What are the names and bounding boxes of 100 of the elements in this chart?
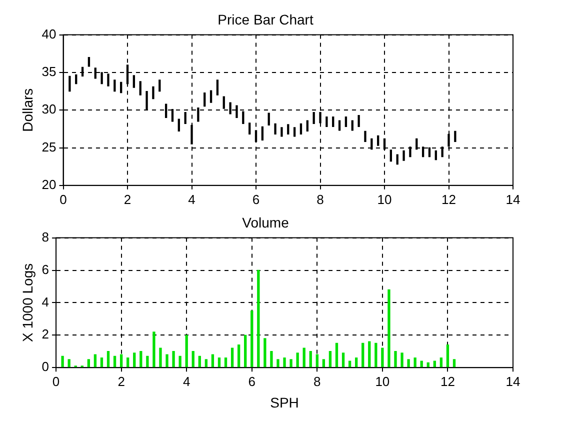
bar bbox=[270, 351, 273, 368]
bar bbox=[364, 130, 366, 142]
x-tick-label: 14 bbox=[506, 192, 520, 207]
y-tick-label: 35 bbox=[42, 64, 56, 80]
x-tick-label: 2 bbox=[124, 192, 132, 207]
bar bbox=[264, 338, 266, 368]
bar bbox=[283, 358, 286, 368]
bar bbox=[68, 359, 70, 368]
bar bbox=[132, 75, 136, 88]
bar bbox=[244, 334, 247, 368]
x-tick-label: 14 bbox=[506, 374, 520, 389]
x-tick-label: 6 bbox=[248, 374, 256, 389]
bar bbox=[342, 352, 345, 368]
x-tick-label: 10 bbox=[375, 374, 390, 389]
bar bbox=[293, 127, 296, 137]
bar bbox=[309, 351, 312, 368]
bar bbox=[381, 348, 384, 368]
bar bbox=[237, 344, 240, 368]
y-axis-title: Dollars bbox=[19, 88, 36, 132]
bar bbox=[218, 358, 221, 368]
bar bbox=[326, 116, 328, 127]
x-tick-label: 12 bbox=[442, 192, 456, 207]
bar bbox=[152, 332, 156, 368]
y-axis-title: X 1000 Logs bbox=[19, 263, 36, 342]
bar bbox=[300, 123, 302, 135]
y-tick-label: 25 bbox=[42, 139, 56, 154]
bar bbox=[68, 76, 71, 92]
bar bbox=[146, 356, 149, 368]
bar bbox=[204, 92, 206, 107]
bar bbox=[192, 351, 194, 368]
bar bbox=[407, 359, 410, 368]
bar bbox=[126, 358, 130, 368]
bar bbox=[61, 356, 64, 368]
bar bbox=[290, 359, 292, 368]
bar bbox=[358, 115, 360, 127]
bar bbox=[354, 358, 358, 368]
x-tick-label: 6 bbox=[252, 192, 260, 207]
x-tick-label: 4 bbox=[182, 374, 190, 389]
x-tick-label: 4 bbox=[188, 192, 196, 207]
bar bbox=[87, 359, 90, 368]
bar bbox=[287, 124, 290, 135]
bar bbox=[230, 348, 234, 368]
bar bbox=[133, 352, 136, 368]
y-tick-label: 30 bbox=[42, 102, 56, 117]
bar bbox=[394, 351, 397, 368]
y-tick-label: 8 bbox=[42, 229, 50, 244]
bar bbox=[88, 57, 90, 67]
y-tick-label: 2 bbox=[42, 326, 50, 342]
bar bbox=[388, 289, 390, 368]
bar bbox=[402, 150, 405, 161]
bar bbox=[332, 116, 334, 127]
bar bbox=[248, 122, 251, 135]
bar bbox=[344, 116, 348, 127]
bar bbox=[306, 120, 308, 132]
x-tick-label: 12 bbox=[440, 374, 455, 389]
x-tick-label: 8 bbox=[314, 374, 321, 389]
y-tick-label: 6 bbox=[42, 262, 50, 277]
y-tick-label: 0 bbox=[42, 359, 50, 374]
bar bbox=[172, 351, 175, 368]
bar bbox=[178, 118, 180, 132]
bar bbox=[452, 359, 456, 368]
bar bbox=[114, 80, 116, 92]
bar bbox=[440, 358, 443, 368]
bar bbox=[158, 80, 161, 92]
bar bbox=[446, 344, 450, 368]
bar bbox=[276, 359, 280, 368]
y-tick-label: 20 bbox=[42, 176, 56, 192]
bar bbox=[204, 359, 208, 368]
bar bbox=[390, 150, 392, 162]
bar bbox=[224, 358, 228, 368]
bar bbox=[328, 351, 332, 368]
bar bbox=[302, 348, 306, 368]
bar bbox=[152, 86, 154, 100]
bar bbox=[322, 359, 326, 368]
bar bbox=[338, 120, 341, 131]
bar bbox=[120, 82, 122, 94]
bar bbox=[166, 354, 168, 368]
bar bbox=[280, 127, 283, 137]
bar bbox=[434, 150, 437, 160]
x-tick-label: 8 bbox=[316, 192, 324, 207]
bar bbox=[454, 130, 456, 142]
bar bbox=[368, 341, 371, 368]
x-tick-label: 10 bbox=[377, 192, 392, 207]
bar bbox=[106, 351, 110, 368]
x-tick-label: 2 bbox=[118, 374, 125, 389]
bar bbox=[210, 90, 212, 103]
bar bbox=[351, 120, 354, 131]
bar bbox=[268, 112, 270, 126]
bar bbox=[139, 81, 142, 96]
bar bbox=[185, 334, 188, 368]
x-tick-label: 0 bbox=[60, 192, 67, 207]
bar bbox=[159, 348, 162, 368]
bar bbox=[296, 352, 299, 368]
bar bbox=[374, 342, 378, 368]
bar bbox=[274, 123, 276, 135]
bar bbox=[178, 356, 182, 368]
bar bbox=[100, 358, 104, 368]
y-tick-label: 40 bbox=[42, 26, 56, 42]
bar bbox=[216, 80, 219, 96]
bar bbox=[140, 351, 142, 368]
